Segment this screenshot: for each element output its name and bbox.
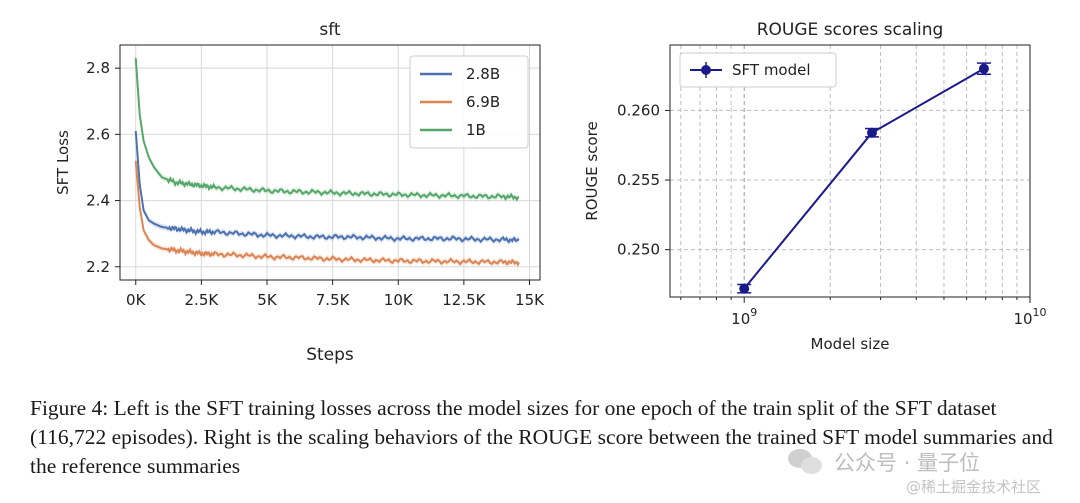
chart-title: sft [319, 20, 341, 40]
legend-label-1B: 1B [466, 121, 486, 139]
series-line [743, 67, 985, 290]
legend-box [409, 55, 529, 149]
x-tick-label: 1010 [1013, 306, 1046, 328]
sft-loss-chart: 0K 2.5K 5K 7.5K 10K 12.5K 15K 2.2 2.4 2.6 2.8 sft St… [54, 20, 545, 365]
x-tick-label: 0K [126, 291, 147, 309]
x-tick-label: 15K [515, 291, 545, 309]
watermark-account: 公众号 · 量子位 [788, 447, 980, 477]
x-tick-label: 2.5K [185, 291, 220, 309]
series-line-1B [134, 58, 520, 202]
x-tick-label: 109 [731, 306, 757, 328]
series-line-2.8B [134, 130, 520, 244]
x-tick-label: 7.5K [316, 291, 351, 309]
y-tick-label: 2.6 [86, 125, 110, 143]
series-line-6.9B [134, 160, 520, 267]
x-axis-label: Steps [306, 345, 354, 365]
chart-title: ROUGE scores scaling [757, 20, 944, 40]
figure-caption: Figure 4: Left is the SFT training losse… [30, 396, 1053, 478]
y-tick-label: 2.2 [86, 258, 110, 276]
legend-swatch-marker [701, 65, 711, 75]
plot-frame [119, 44, 541, 281]
x-tick-label: 5K [257, 291, 278, 309]
plot-frame [669, 44, 1031, 298]
y-axis-label: ROUGE score [583, 121, 601, 220]
legend-label-2.8B: 2.8B [466, 65, 500, 83]
y-tick-label: 2.4 [86, 192, 110, 210]
x-tick-label: 10K [384, 291, 414, 309]
y-tick-label: 2.8 [86, 59, 110, 77]
y-tick-label: 0.255 [617, 171, 660, 189]
wechat-icon [788, 449, 826, 475]
y-axis-label: SFT Loss [54, 130, 72, 195]
legend-box [679, 52, 837, 88]
data-point [739, 283, 750, 294]
watermark-account-text: 公众号 · 量子位 [834, 451, 981, 475]
x-axis-label: Model size [811, 335, 890, 353]
legend-label-6.9B: 6.9B [466, 93, 500, 111]
watermark-site: @稀土掘金技术社区 [906, 478, 1042, 496]
y-tick-label: 0.260 [617, 101, 660, 119]
legend-label: SFT model [732, 61, 811, 79]
x-tick-label: 12.5K [442, 291, 486, 309]
data-point [866, 127, 877, 138]
data-point [978, 63, 989, 74]
y-tick-label: 0.250 [617, 241, 660, 259]
